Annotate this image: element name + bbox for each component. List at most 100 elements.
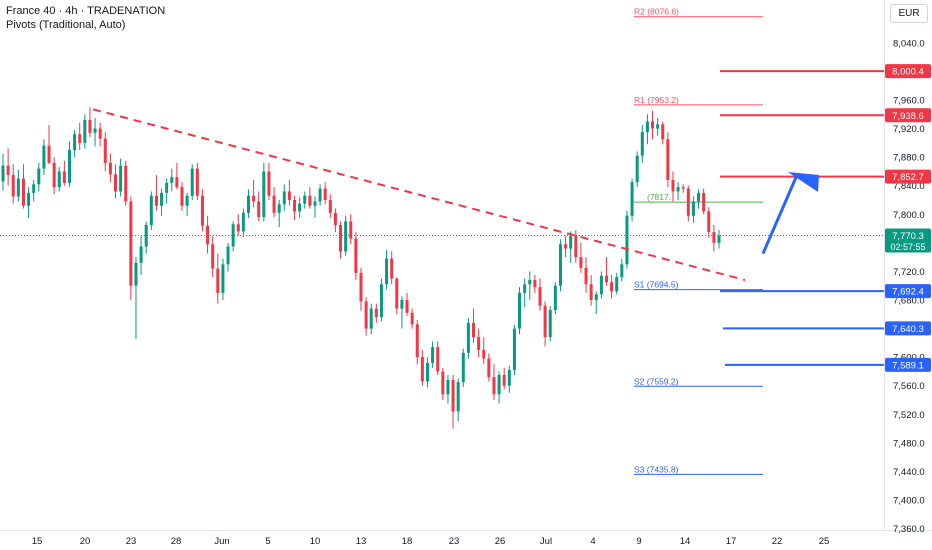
candle-body — [231, 224, 235, 247]
candle-body — [200, 195, 204, 226]
key-level-label: 7,640.3 — [892, 324, 924, 335]
candle-body — [441, 371, 445, 395]
candle-body — [175, 177, 179, 188]
candle-body — [165, 182, 169, 193]
x-tick-label: 22 — [772, 536, 783, 547]
x-tick-label: 4 — [590, 536, 595, 547]
candle-body — [599, 275, 603, 295]
candle-body — [144, 225, 148, 247]
candle-body — [548, 310, 552, 338]
candle-body — [523, 284, 527, 293]
candle-body — [114, 174, 118, 192]
candle-body — [359, 272, 363, 302]
candle-body — [691, 201, 695, 216]
pivot-label: R1 (7953.2) — [634, 95, 679, 105]
candle-body — [139, 246, 143, 263]
candle-body — [707, 211, 711, 233]
candle-body — [180, 187, 184, 206]
x-tick-label: 9 — [636, 536, 641, 547]
key-level-label: 7,692.4 — [892, 287, 924, 298]
candle-body — [507, 370, 511, 386]
x-tick-label: 5 — [265, 536, 270, 547]
candle-body — [134, 262, 138, 286]
candle-body — [339, 225, 343, 252]
candle-body — [395, 278, 399, 309]
x-tick-label: 14 — [680, 536, 691, 547]
candle-body — [124, 165, 128, 202]
candle-body — [656, 124, 660, 129]
candle-body — [211, 244, 215, 269]
x-tick-label: Jul — [540, 536, 552, 547]
candle-body — [154, 195, 158, 206]
candle-body — [328, 200, 332, 213]
x-tick-label: 15 — [32, 536, 43, 547]
candle-body — [482, 350, 486, 359]
y-tick-label: 7,840.0 — [893, 181, 925, 192]
key-level-tag — [885, 284, 931, 299]
candle-body — [666, 139, 670, 180]
candle-body — [528, 280, 532, 285]
candle-body — [323, 188, 327, 200]
key-level-tag — [885, 321, 931, 336]
candle-body — [293, 200, 297, 212]
candle-body — [589, 284, 593, 300]
candle-body — [298, 203, 302, 212]
candle-body — [42, 145, 46, 169]
candle-body — [272, 195, 276, 213]
key-level-tag — [885, 64, 931, 79]
key-level-label: 8,000.4 — [892, 67, 924, 78]
candle-body — [697, 192, 701, 202]
candle-body — [385, 258, 389, 285]
candle-body — [103, 138, 107, 163]
candle-body — [98, 128, 102, 139]
x-tick-label: 28 — [171, 536, 182, 547]
candle-body — [446, 380, 450, 395]
candle-body — [702, 192, 706, 212]
candle-body — [420, 357, 424, 382]
candle-body — [686, 188, 690, 216]
candle-body — [410, 312, 414, 325]
pivot-label: S1 (7694.5) — [634, 280, 679, 290]
candle-body — [52, 162, 56, 188]
candle-body — [262, 171, 266, 218]
y-tick-label: 8,040.0 — [893, 38, 925, 49]
indicator-label: Pivots (Traditional, Auto) — [6, 19, 126, 31]
candle-body — [533, 280, 537, 288]
candle-body — [518, 292, 522, 329]
candle-body — [671, 180, 675, 192]
projection-arrow-shaft — [761, 174, 799, 255]
candle-body — [379, 284, 383, 318]
candle-body — [67, 150, 71, 183]
x-tick-label: 26 — [495, 536, 506, 547]
candle-body — [472, 322, 476, 338]
currency-badge[interactable]: EUR — [890, 4, 928, 23]
x-tick-label: 20 — [80, 536, 91, 547]
candle-body — [717, 235, 721, 243]
key-level-tag — [885, 169, 931, 184]
candle-body — [676, 187, 680, 192]
candle-body — [574, 235, 578, 258]
candle-body — [456, 382, 460, 412]
candle-body — [185, 195, 189, 206]
candle-body — [569, 235, 573, 249]
candle-body — [83, 120, 87, 143]
key-level-tag — [885, 357, 931, 372]
y-tick-label: 7,960.0 — [893, 96, 925, 107]
x-tick-label: 23 — [449, 536, 460, 547]
candle-body — [206, 225, 210, 245]
y-tick-label: 7,400.0 — [893, 496, 925, 507]
chart-title: France 40 · 4h · TRADENATION — [6, 5, 166, 17]
candle-body — [108, 162, 112, 175]
candle-body — [400, 300, 404, 309]
pivot-label: (7817. — [647, 192, 671, 202]
x-tick-label: 23 — [126, 536, 137, 547]
candle-body — [415, 324, 419, 358]
candle-body — [344, 221, 348, 252]
candle-body — [651, 121, 655, 129]
candle-body — [221, 264, 225, 293]
candle-body — [88, 120, 92, 133]
y-tick-label: 7,560.0 — [893, 381, 925, 392]
candle-body — [364, 301, 368, 329]
